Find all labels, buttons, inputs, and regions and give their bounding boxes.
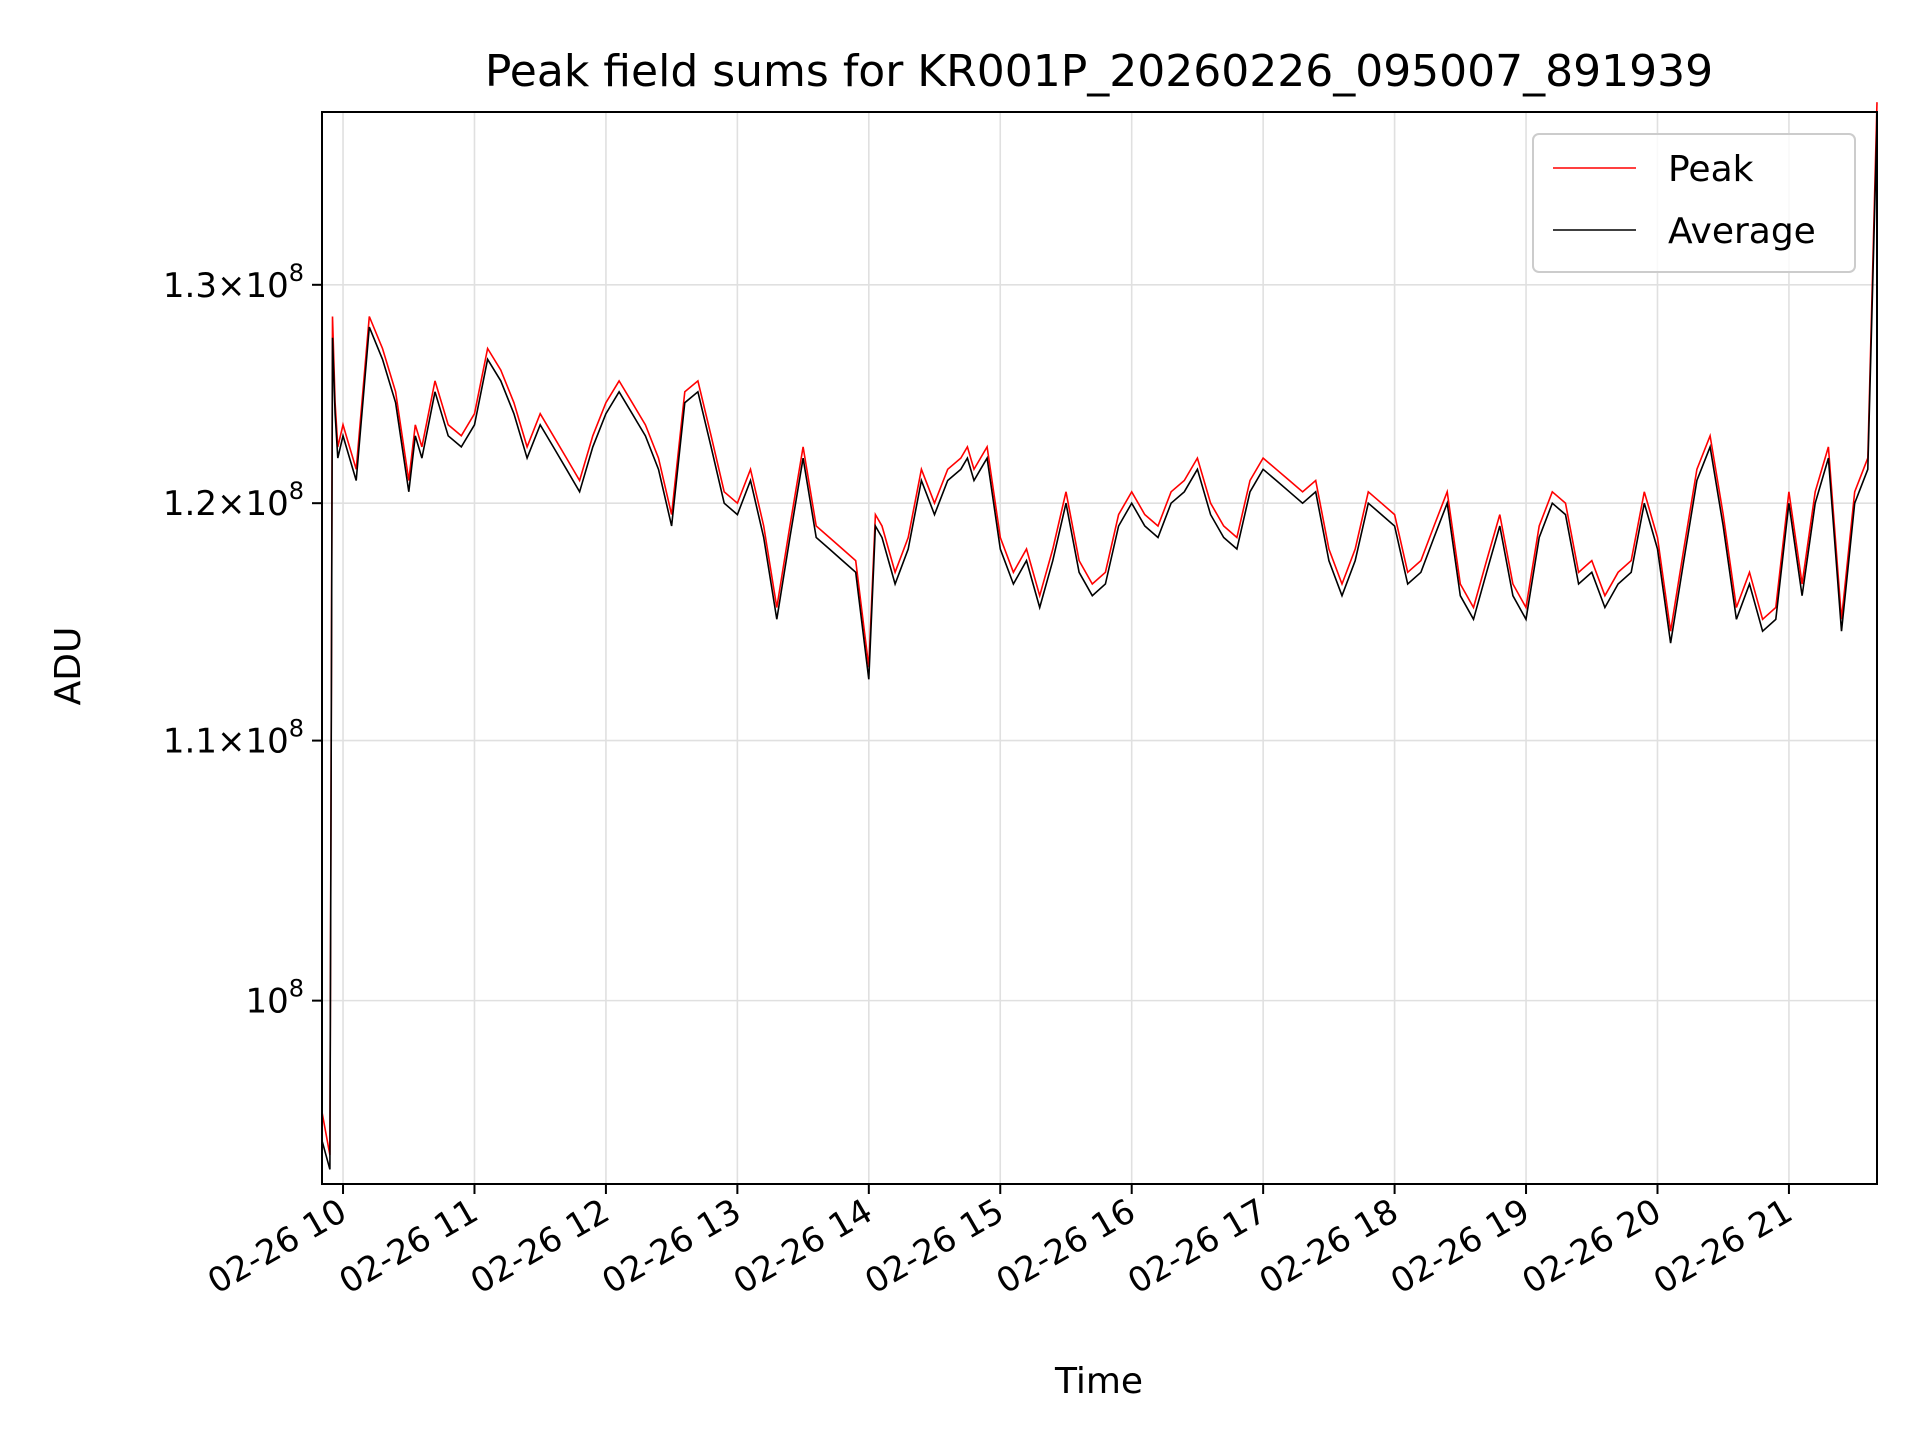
series-line-average	[321, 121, 1878, 1170]
plot-area	[321, 111, 1878, 1185]
y-axis-label: ADU	[48, 627, 89, 706]
series-line-peak	[321, 102, 1878, 1156]
gridlines	[322, 112, 1877, 1184]
y-tick-label: 1.2×108	[163, 477, 304, 524]
y-tick-label: 108	[245, 975, 304, 1022]
legend-label-average: Average	[1668, 211, 1816, 252]
y-tick-label: 1.3×108	[163, 259, 304, 306]
y-axis: 108 1.1×108 1.2×108 1.3×108	[163, 259, 322, 1022]
legend: Peak Average	[1532, 133, 1856, 273]
y-tick-label: 1.1×108	[163, 715, 304, 762]
legend-label-peak: Peak	[1668, 149, 1754, 190]
chart-title: Peak field sums for KR001P_20260226_0950…	[485, 46, 1713, 97]
series-lines	[321, 102, 1878, 1170]
x-axis-label: Time	[1054, 1361, 1143, 1402]
